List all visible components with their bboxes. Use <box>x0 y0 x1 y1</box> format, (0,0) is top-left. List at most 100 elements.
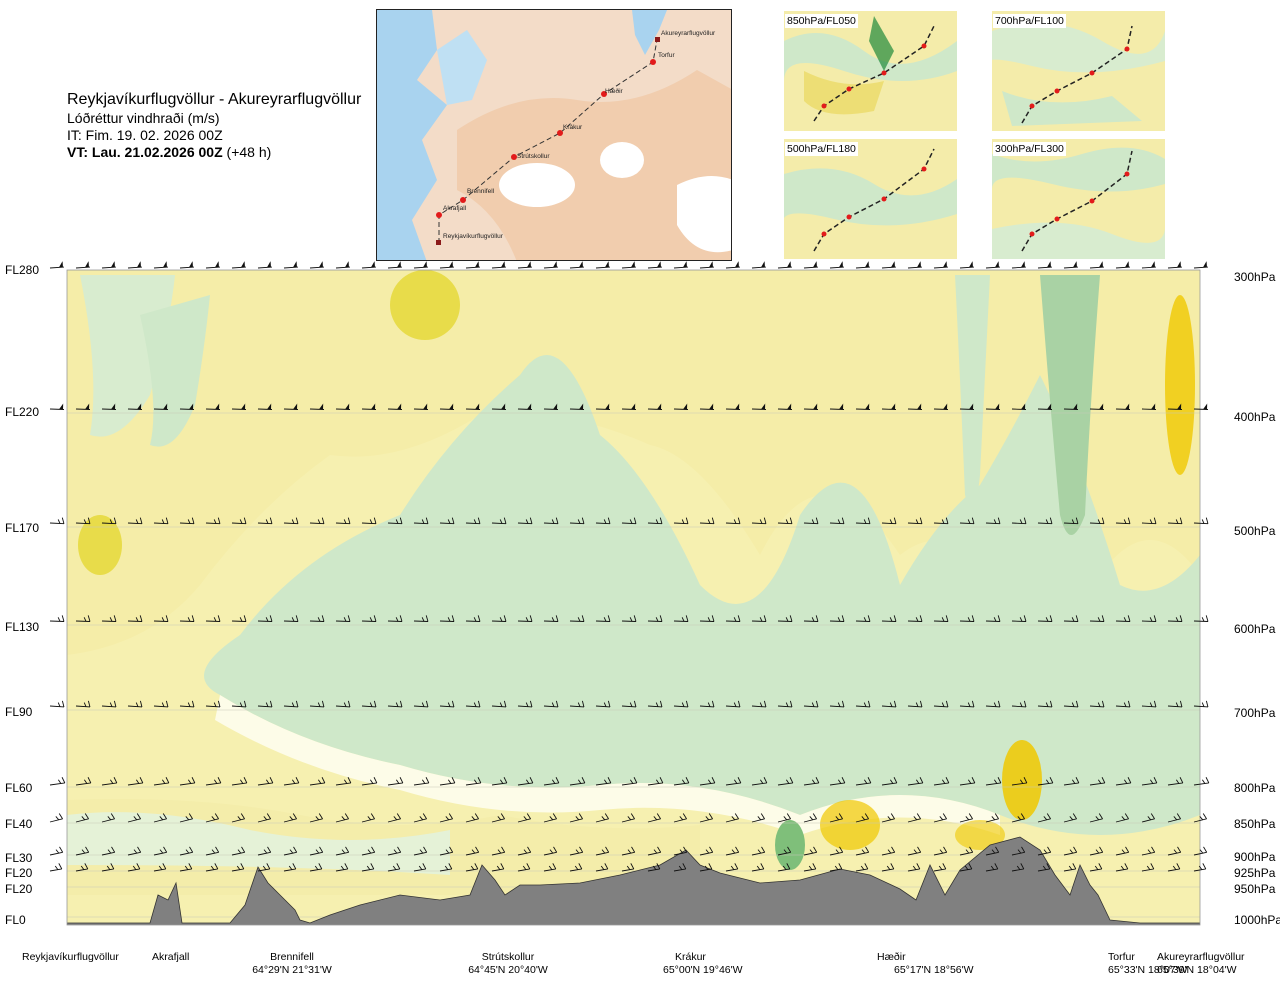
map-label-reykjavikurflugvollur: Reykjavíkurflugvöllur <box>443 233 504 240</box>
hpa-label: 600hPa <box>1234 622 1275 636</box>
wind-barb-feather <box>1200 849 1203 853</box>
wind-barb-flag <box>1099 261 1103 267</box>
wind-barb-flag <box>449 261 453 267</box>
wind-barb-flag <box>397 261 401 267</box>
wind-barb <box>49 777 65 785</box>
field-updraft-column-akureyri <box>1165 295 1195 475</box>
waypoint-coord: 64°45'N 20°40'W <box>456 964 560 977</box>
waypoint-akrafjall: Akrafjall <box>152 951 189 964</box>
chart-header: Reykjavíkurflugvöllur - Akureyrarflugvöl… <box>67 90 377 161</box>
hpa-label: 1000hPa <box>1234 913 1280 927</box>
map-label-brennifell: Brennifell <box>467 188 495 195</box>
hpa-label: 850hPa <box>1234 817 1275 831</box>
vertical-velocity-field <box>67 270 1200 927</box>
wind-barb-feather <box>62 518 64 524</box>
wind-barb-feather <box>1202 703 1204 707</box>
wind-barb-flag <box>293 261 297 267</box>
waypoint-coord: 65°00'N 19°46'W <box>663 964 767 977</box>
wind-barb-flag <box>657 261 661 267</box>
route-map[interactable]: Akureyrarflugvöllur Torfur Hæðir Krákur … <box>376 9 732 261</box>
hpa-label: 900hPa <box>1234 850 1275 864</box>
map-marker-brennifell <box>460 197 466 203</box>
map-marker-torfur <box>650 59 656 65</box>
waypoint-reykjavikurflugvollur: Reykjavíkurflugvöllur <box>22 951 119 964</box>
wind-barb <box>804 261 818 268</box>
wind-barb-shaft <box>50 819 63 822</box>
wind-barb-flag <box>631 261 635 267</box>
wind-barb-feather <box>55 866 58 870</box>
wind-barb-flag <box>189 261 193 267</box>
wind-barb-feather <box>56 816 59 820</box>
wind-barb <box>700 261 714 268</box>
wind-barb <box>1168 261 1182 268</box>
wind-barb-flag <box>683 261 687 267</box>
wind-barb <box>128 261 142 268</box>
hpa-label: 800hPa <box>1234 781 1275 795</box>
glacier-langjokull <box>499 163 575 207</box>
wind-barb <box>596 261 610 268</box>
field-updraft-spot-top <box>390 270 460 340</box>
level-map-label: 500hPa/FL180 <box>785 142 858 156</box>
level-map-label: 700hPa/FL100 <box>993 14 1066 28</box>
wind-barb <box>50 517 64 524</box>
fl-label: FL220 <box>5 405 39 419</box>
route-map-svg: Akureyrarflugvöllur Torfur Hæðir Krákur … <box>377 10 732 261</box>
wind-barb <box>726 261 740 268</box>
wind-barb <box>206 261 220 268</box>
wind-barb-shaft <box>50 523 64 524</box>
wind-barb-flag <box>1021 261 1025 267</box>
wind-barb <box>1012 261 1026 268</box>
wind-barb-feather <box>1206 518 1208 524</box>
wind-barb <box>544 261 558 268</box>
wind-barb-flag <box>553 261 557 267</box>
wind-barb-flag <box>1203 261 1207 267</box>
wind-barb-flag <box>1151 261 1155 267</box>
wind-barb-feather <box>58 780 61 784</box>
wind-barb <box>336 261 350 268</box>
wind-barb-flag <box>267 261 271 267</box>
wind-barb <box>648 261 662 268</box>
wind-barb <box>570 261 584 268</box>
wind-barb-flag <box>1047 261 1051 267</box>
product-title: Lóðréttur vindhraði (m/s) <box>67 110 377 127</box>
wind-barb <box>50 615 64 621</box>
wind-barb <box>830 261 844 268</box>
level-map-label: 850hPa/FL050 <box>785 14 858 28</box>
fl-label: FL0 <box>5 913 26 927</box>
map-label-strutskollur: Strútskollur <box>517 153 550 160</box>
wind-barb <box>258 261 272 268</box>
wind-barb <box>934 261 948 268</box>
wind-barb <box>49 846 63 855</box>
wind-barb <box>1142 261 1156 268</box>
waypoint-coord: 65°39'N 18°04'W <box>1157 964 1245 977</box>
wind-barb <box>440 261 454 268</box>
wind-barb <box>674 261 688 268</box>
wind-barb-feather <box>62 615 64 621</box>
wind-barb <box>882 261 896 268</box>
level-map-500[interactable]: 500hPa/FL180 <box>784 139 957 259</box>
wind-barb-shaft <box>50 783 65 785</box>
wind-barb-flag <box>969 261 973 267</box>
issue-time: IT: Fim. 19. 02. 2026 00Z <box>67 127 377 144</box>
level-map-300[interactable]: 300hPa/FL300 <box>992 139 1165 259</box>
level-map-700[interactable]: 700hPa/FL100 <box>992 11 1165 131</box>
wind-barb-flag <box>215 261 219 267</box>
wind-barb-feather <box>1203 863 1206 869</box>
level-map-700-svg <box>992 11 1165 131</box>
wind-barb-feather <box>1204 846 1207 852</box>
wind-barb-shaft <box>50 869 62 871</box>
wind-barb-flag <box>579 261 583 267</box>
wind-barb <box>1090 261 1104 268</box>
field-updraft-spot-torfur <box>1002 740 1042 820</box>
level-map-850[interactable]: 850hPa/FL050 <box>784 11 957 131</box>
level-map-850-svg <box>784 11 957 131</box>
wind-barb-flag <box>59 261 63 267</box>
hpa-label: 925hPa <box>1234 866 1275 880</box>
map-label-torfur: Torfur <box>658 52 675 59</box>
wind-barb-feather <box>56 849 59 853</box>
wind-barb-flag <box>943 261 947 267</box>
waypoint-coord: 64°29'N 21°31'W <box>240 964 344 977</box>
route-title: Reykjavíkurflugvöllur - Akureyrarflugvöl… <box>67 90 377 110</box>
